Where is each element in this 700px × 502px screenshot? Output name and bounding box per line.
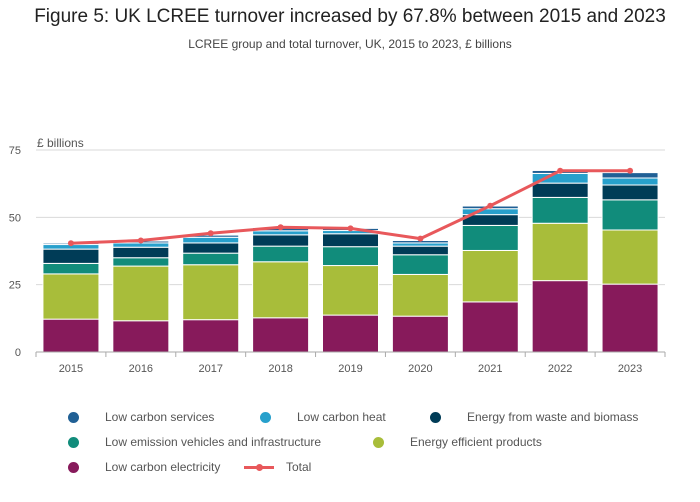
legend-label: Low carbon heat [297,410,386,424]
legend-label: Low emission vehicles and infrastructure [105,435,322,449]
total-point [487,202,494,209]
bar-segment [461,249,519,303]
y-tick-label: 50 [9,212,21,224]
legend-dot-swatch [373,436,384,448]
y-tick-label: 0 [15,347,21,359]
legend-dot-swatch [68,461,79,473]
x-tick-label: 2015 [59,363,83,375]
chart-subtitle: LCREE group and total turnover, UK, 2015… [188,37,512,51]
x-tick-label: 2016 [129,363,153,375]
legend-label: Energy from waste and biomass [467,410,639,424]
legend-label: Total [286,460,312,474]
x-tick-label: 2019 [338,363,362,375]
x-tick-label: 2021 [478,363,502,375]
total-point [137,237,144,244]
bar-segment [391,273,449,317]
legend-dot-swatch [430,411,441,423]
bar-segment [252,261,310,319]
bar-segment [461,301,519,353]
bar-segment [322,265,379,316]
bar-segment [601,184,659,201]
legend-item: Total [244,460,312,474]
legend-item: Low carbon heat [260,410,386,424]
bar-segment [391,315,449,353]
bar-segment [531,222,589,282]
y-tick-label: 25 [9,280,21,292]
bar-segment [601,177,659,186]
bar-segment [601,229,659,285]
stacked-bar-chart: £ billions 0 25 50 75 2015 2016 2017 2018 2019 2… [9,136,666,375]
bar-segment [322,314,379,353]
legend-item: Energy from waste and biomass [430,410,638,424]
chart-legend: Low carbon services Low carbon heat Energy… [0,400,700,500]
bar-segment [252,230,310,236]
bar-segment [322,233,379,248]
bar-segment [531,196,589,224]
total-point [277,224,284,231]
bar-segment [252,317,310,353]
chart-title: Figure 5: UK LCREE turnover increased by… [34,6,666,27]
x-tick-label: 2018 [268,363,292,375]
x-tick-label: 2022 [548,363,572,375]
bar-segment [531,182,589,198]
total-point [557,167,564,174]
bar-segment [112,320,170,353]
total-point [67,240,74,247]
bar-segment [182,319,240,353]
legend-label: Low carbon electricity [105,460,221,474]
bar-segment [182,252,240,266]
total-point [347,225,354,232]
y-tick-label: 75 [9,145,21,157]
legend-item: Low carbon services [68,410,214,424]
legend-dot-swatch [260,411,271,423]
bar-segment [252,245,310,263]
total-point [417,235,424,242]
legend-item: Energy efficient products [373,435,542,449]
bar-segment [42,248,100,264]
y-axis-label: £ billions [37,136,84,150]
bar-segment [182,264,240,321]
bar-segment [42,273,100,320]
legend-dot-swatch [68,411,79,423]
bar-segment [391,254,449,275]
bar-segment [322,246,379,267]
legend-label: Energy efficient products [410,435,542,449]
legend-label: Low carbon services [105,410,215,424]
bar-segment [391,245,449,256]
bar-segment [112,242,170,248]
bar-segment [112,257,170,267]
bar-segment [42,262,100,275]
legend-item: Low carbon electricity [68,460,220,474]
total-point [627,167,634,174]
bar-segment [252,234,310,247]
bar-segment [42,318,100,353]
bar-segment [461,224,519,251]
bar-segment [601,283,659,353]
x-tick-label: 2023 [618,363,642,375]
legend-item: Low emission vehicles and infrastructure [68,435,321,449]
legend-line-swatch [244,463,274,471]
bar-segment [531,280,589,353]
total-point [207,230,214,237]
bar-segment [601,199,659,231]
bar-segment [182,242,240,254]
x-tick-label: 2017 [198,363,222,375]
bar-segment [112,246,170,259]
bar-segment [182,236,240,244]
legend-dot-swatch [68,436,79,448]
x-tick-label: 2020 [408,363,432,375]
bar-segment [112,265,170,322]
